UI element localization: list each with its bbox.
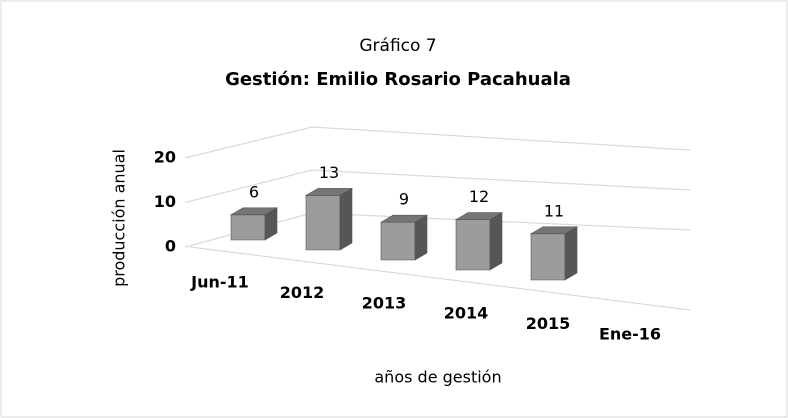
bar [229,207,279,241]
bar-front [380,221,416,261]
bar-top [304,188,354,196]
y-tick-label: 0 [165,237,176,256]
x-tick-label: 2012 [280,283,325,302]
bar-top [454,212,504,220]
bar-top [529,226,579,235]
bar-side [489,212,503,271]
y-axis-label: producción anual [110,149,129,287]
data-label: 11 [544,201,564,220]
bar-front [305,195,341,251]
bar-side [564,226,578,281]
data-label: 12 [469,187,489,206]
y-tick-label: 10 [154,192,176,211]
bar-front [455,219,491,271]
data-label: 13 [319,163,339,182]
chart-subtitle: Gestión: Emilio Rosario Pacahuala [225,69,571,90]
bar [529,226,579,281]
bar-front [530,233,566,281]
bar-side [339,187,353,251]
grid-line [184,126,691,159]
bar [379,214,429,261]
x-axis-label: años de gestión [374,368,501,387]
floor-edge [189,246,691,311]
bar-top [229,207,279,216]
chart-title: Gráfico 7 [359,36,436,56]
x-tick-label: Ene-16 [599,325,661,344]
bar [454,212,504,271]
bar-front [230,214,266,241]
data-label: 9 [399,190,409,209]
data-label: 6 [249,182,259,201]
x-tick-label: 2013 [362,293,407,312]
bar [304,187,354,251]
x-tick-label: 2015 [526,314,571,333]
x-tick-label: 2014 [444,304,489,323]
bar-top [379,214,429,223]
grid-line [184,169,691,204]
x-tick-label: Jun-11 [190,273,249,292]
y-tick-label: 20 [154,148,176,167]
bar-side [414,214,428,261]
